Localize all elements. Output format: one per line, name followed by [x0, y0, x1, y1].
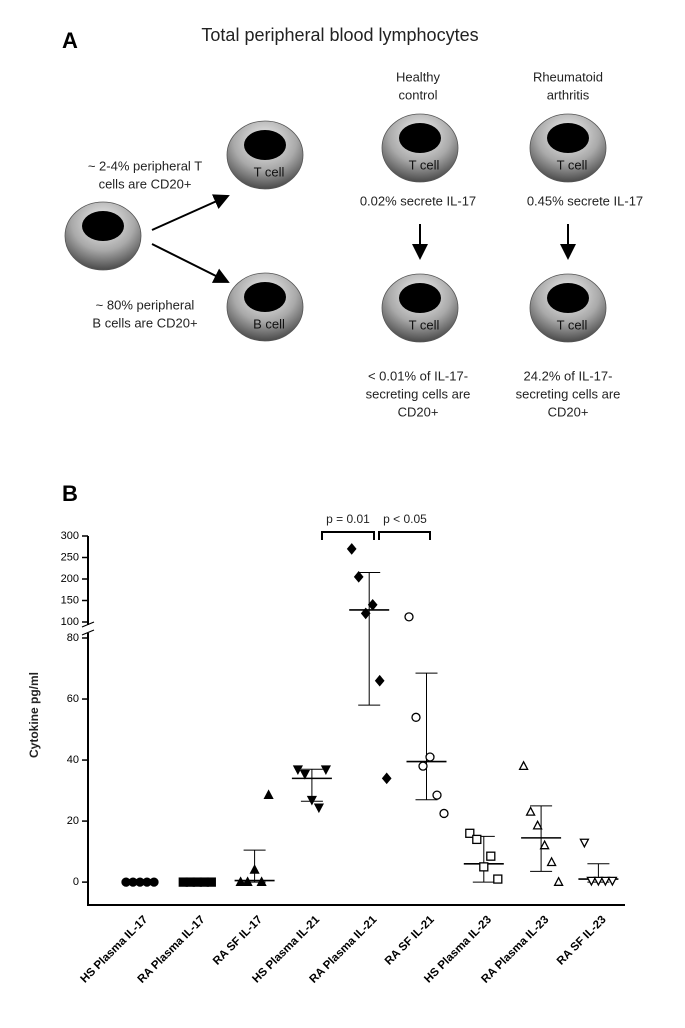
nucleus: [547, 123, 589, 153]
data-point: [546, 856, 557, 867]
y-tick-label: 20: [67, 815, 79, 827]
data-point: [586, 876, 597, 887]
data-point: [486, 851, 496, 861]
x-tick-label: RA SF IL-17: [211, 914, 265, 968]
data-point: [425, 752, 435, 762]
annotation: p < 0.05: [383, 512, 427, 526]
arrow: [151, 243, 230, 283]
data-point: [313, 803, 324, 814]
data-point: [607, 876, 618, 887]
data-point: [374, 674, 385, 687]
data-point: [404, 612, 414, 622]
data-point: [579, 838, 590, 849]
data-point: [553, 876, 564, 886]
data-point: [242, 876, 253, 886]
caption-line: control: [398, 87, 437, 102]
panel-b: B Cytokine pg/ml p = 0.01 p < 0.05 0 20 40…: [27, 481, 625, 986]
data-point: [525, 806, 536, 816]
caption-line: 24.2% of IL-17-: [524, 368, 613, 383]
nucleus: [244, 282, 286, 312]
axis-break: [81, 621, 95, 636]
caption-line: B cells are CD20+: [92, 315, 197, 330]
caption-line: secreting cells are: [516, 386, 621, 401]
data-point: [353, 571, 364, 583]
data-point: [206, 877, 216, 887]
y-tick-label: 0: [73, 876, 79, 888]
y-tick-label: 60: [67, 693, 79, 705]
panel-label: B: [62, 481, 78, 506]
error-bar: [530, 805, 553, 872]
caption: 0.45% secrete IL-17: [527, 193, 643, 208]
data-point: [381, 772, 392, 785]
error-bar: [358, 572, 381, 706]
cell-label: T cell: [409, 317, 440, 332]
data-point: [263, 789, 274, 799]
data-point: [539, 839, 550, 850]
data-point: [600, 876, 611, 887]
y-tick-label: 250: [61, 551, 79, 563]
panel-a: A Total peripheral blood lymphocytes T c…: [62, 25, 643, 420]
nucleus: [399, 283, 441, 313]
arrow: [151, 194, 230, 231]
nucleus: [547, 283, 589, 313]
caption-line: cells are CD20+: [99, 176, 192, 191]
data-point: [292, 765, 303, 776]
caption-line: secreting cells are: [366, 386, 471, 401]
error-bar: [415, 672, 438, 801]
data-point: [320, 765, 331, 776]
y-tick-label: 300: [61, 530, 79, 542]
data-point: [439, 808, 449, 819]
x-tick-label: RA SF IL-21: [383, 913, 437, 967]
data-point: [367, 598, 378, 611]
data-point: [518, 760, 529, 771]
cell-label: T cell: [557, 317, 588, 332]
caption-line: ~ 80% peripheral: [96, 297, 195, 312]
nucleus: [82, 211, 124, 241]
caption-line: CD20+: [398, 404, 439, 419]
caption-line: ~ 2-4% peripheral T: [88, 158, 202, 173]
data-point: [149, 877, 159, 887]
data-point: [465, 828, 475, 838]
cell-label: T cell: [254, 164, 285, 179]
caption-line: arthritis: [547, 87, 590, 102]
significance-bracket: [321, 531, 431, 540]
data-point: [418, 761, 428, 771]
panel-title: Total peripheral blood lymphocytes: [201, 25, 478, 45]
data-point: [299, 769, 310, 780]
caption-line: < 0.01% of IL-17-: [368, 368, 468, 383]
data-point: [432, 790, 442, 800]
nucleus: [399, 123, 441, 153]
nucleus: [244, 130, 286, 160]
caption-line: CD20+: [548, 404, 589, 419]
data-point: [532, 819, 543, 830]
data-point: [256, 876, 267, 886]
annotation: p = 0.01: [326, 512, 370, 526]
y-tick-label: 200: [61, 573, 79, 585]
y-tick-label: 100: [61, 616, 79, 628]
cell-label: B cell: [253, 316, 285, 331]
y-axis-label: Cytokine pg/ml: [27, 672, 41, 758]
y-tick-label: 150: [61, 594, 79, 606]
data-point: [249, 864, 260, 874]
data-point: [593, 876, 604, 887]
caption-line: Rheumatoid: [533, 69, 603, 84]
data-point: [472, 834, 482, 845]
data-point: [411, 712, 421, 722]
data-point: [346, 543, 357, 555]
data-point: [479, 862, 489, 872]
y-tick-label: 80: [67, 632, 79, 644]
cell-label: T cell: [557, 157, 588, 172]
axis-line: [87, 536, 625, 906]
caption: 0.02% secrete IL-17: [360, 193, 476, 208]
y-tick-label: 40: [67, 754, 79, 766]
cell-label: T cell: [409, 157, 440, 172]
data-point: [360, 607, 371, 620]
caption-line: Healthy: [396, 69, 441, 84]
data-point: [235, 876, 246, 886]
data-point: [493, 874, 503, 884]
panel-label: A: [62, 28, 78, 53]
x-tick-label: RA SF IL-23: [555, 914, 609, 968]
data-point: [306, 795, 317, 806]
